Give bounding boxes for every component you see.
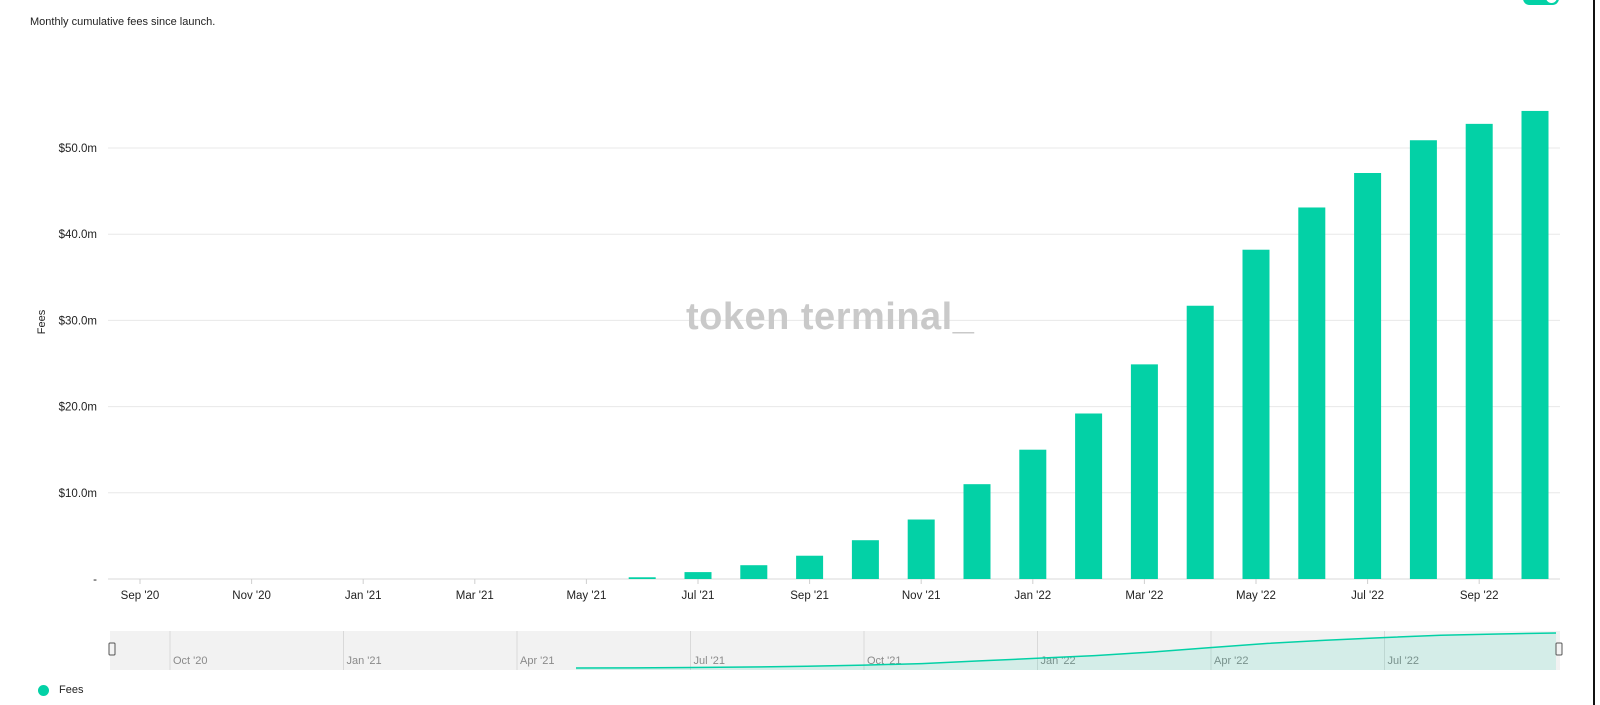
x-tick-label: Nov '21 xyxy=(902,590,941,602)
bar[interactable] xyxy=(1298,207,1326,579)
bar[interactable] xyxy=(628,577,656,579)
y-tick-label: $30.0m xyxy=(59,315,97,327)
gridlines xyxy=(108,147,1560,580)
toggle-switch[interactable] xyxy=(1523,0,1559,5)
bar[interactable] xyxy=(1354,172,1382,580)
x-tick-label: Sep '21 xyxy=(790,590,829,602)
y-tick-label: - xyxy=(93,574,97,586)
legend[interactable]: Fees xyxy=(38,684,83,696)
bar[interactable] xyxy=(851,540,879,579)
watermark-logo: token terminal_ xyxy=(686,296,975,338)
navigator-tick-label: Apr '21 xyxy=(520,655,555,667)
x-tick-label: Jan '21 xyxy=(345,590,382,602)
bar[interactable] xyxy=(740,565,768,579)
x-tick-label: May '22 xyxy=(1236,590,1276,602)
bar[interactable] xyxy=(1465,123,1493,579)
x-tick-label: Mar '22 xyxy=(1125,590,1163,602)
x-axis-ticks: Sep '20 Nov '20 Jan '21 Mar '21 May '21 Jul '… xyxy=(121,579,1499,602)
y-tick-label: $20.0m xyxy=(59,402,97,414)
navigator-handle-right[interactable] xyxy=(1555,642,1563,656)
bar[interactable] xyxy=(1186,305,1214,579)
x-tick-label: Sep '22 xyxy=(1460,590,1499,602)
scrollbar-edge xyxy=(1593,0,1595,705)
toggle-knob xyxy=(1546,0,1557,3)
bar[interactable] xyxy=(1409,140,1437,579)
navigator-background[interactable] xyxy=(110,631,1560,670)
chart-subtitle: Monthly cumulative fees since launch. xyxy=(30,16,216,28)
y-axis-ticks: - $10.0m $20.0m $30.0m $40.0m $50.0m xyxy=(59,143,98,586)
bar[interactable] xyxy=(1242,249,1270,579)
bar[interactable] xyxy=(1130,364,1158,579)
x-tick-label: Sep '20 xyxy=(121,590,160,602)
bars xyxy=(628,110,1549,580)
bar[interactable] xyxy=(684,572,712,579)
bar[interactable] xyxy=(907,519,935,579)
x-tick-label: Jul '21 xyxy=(682,590,715,602)
bar[interactable] xyxy=(963,484,991,579)
range-navigator: Oct '20 Jan '21 Apr '21 Jul '21 Oct '21 Jan '… xyxy=(108,631,1563,670)
navigator-area xyxy=(576,633,1556,670)
bar[interactable] xyxy=(1521,110,1549,580)
y-axis-label: Fees xyxy=(36,309,48,334)
navigator-tick-label: Jul '21 xyxy=(694,655,725,667)
navigator-tick-label: Oct '20 xyxy=(173,655,208,667)
bar[interactable] xyxy=(1075,413,1103,579)
x-tick-label: Jul '22 xyxy=(1351,590,1384,602)
navigator-tick-label: Apr '22 xyxy=(1214,655,1249,667)
y-tick-label: $10.0m xyxy=(59,488,97,500)
bar[interactable] xyxy=(796,555,824,579)
legend-dot-fees xyxy=(38,684,49,696)
x-tick-label: Nov '20 xyxy=(232,590,271,602)
x-tick-label: Mar '21 xyxy=(456,590,494,602)
y-tick-label: $40.0m xyxy=(59,229,97,241)
navigator-handle-left[interactable] xyxy=(108,642,116,656)
navigator-series-line xyxy=(575,632,1557,669)
y-tick-label: $50.0m xyxy=(59,143,97,155)
x-tick-label: May '21 xyxy=(566,590,606,602)
navigator-tick-label: Jan '21 xyxy=(347,655,382,667)
navigator-tick-label: Jul '22 xyxy=(1388,655,1419,667)
x-tick-label: Jan '22 xyxy=(1014,590,1051,602)
legend-label-fees: Fees xyxy=(59,684,84,696)
bar[interactable] xyxy=(1019,449,1047,579)
